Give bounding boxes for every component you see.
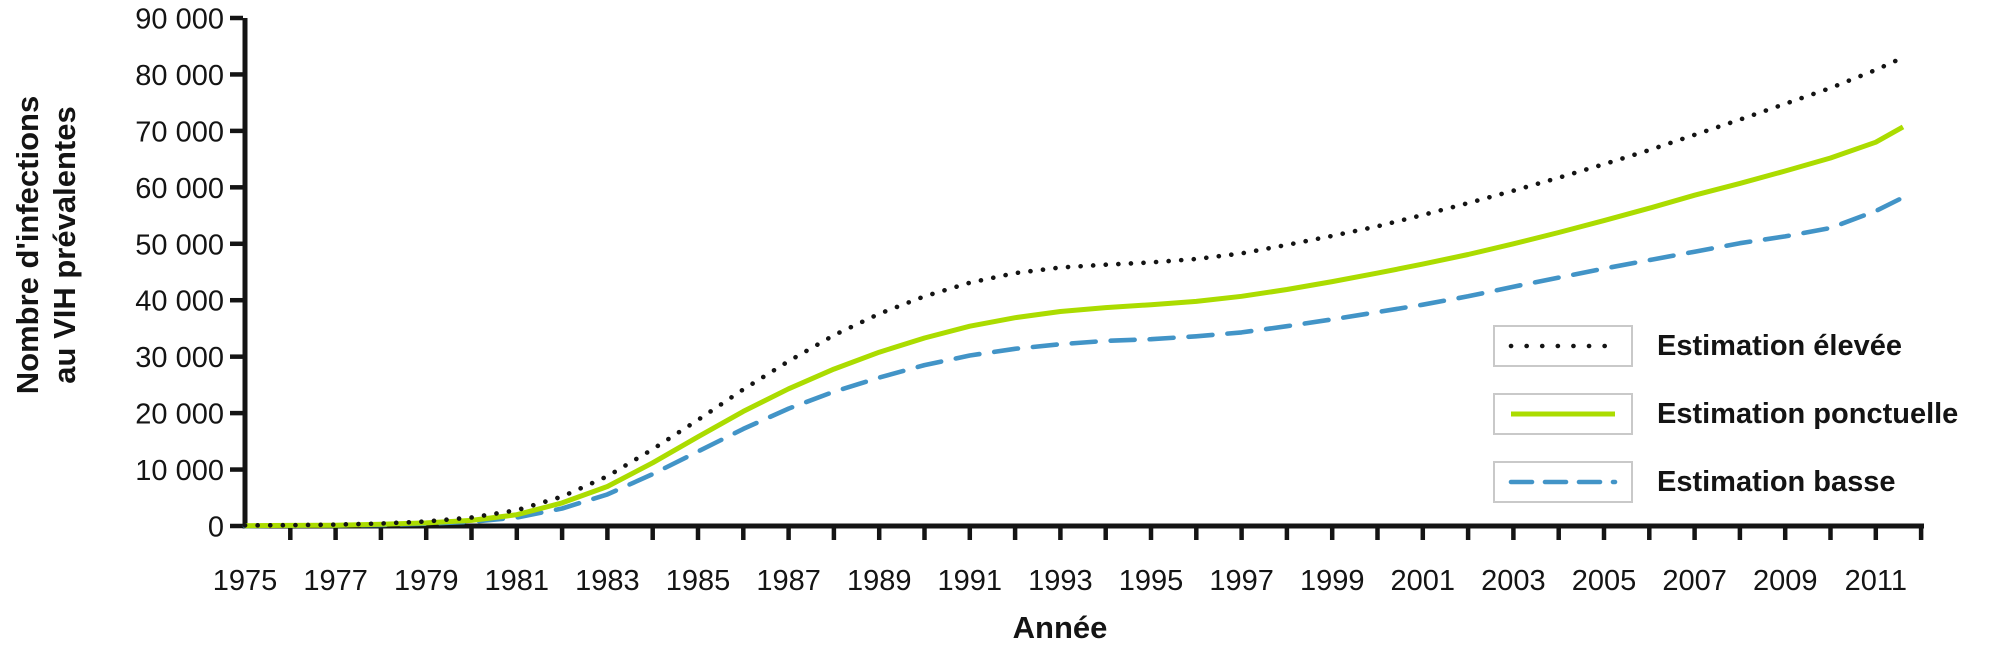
legend-swatch-box <box>1493 325 1633 367</box>
y-tick-label: 30 000 <box>135 342 224 374</box>
y-tick-label: 20 000 <box>135 399 224 431</box>
x-tick-label: 1993 <box>1028 565 1093 597</box>
x-tick-label: 2003 <box>1481 565 1546 597</box>
x-axis-title: Année <box>1012 610 1108 645</box>
y-axis-title: Nombre d'infections au VIH prévalentes <box>9 15 85 475</box>
x-tick-label: 1999 <box>1300 565 1365 597</box>
series-line-ponctuelle <box>244 124 1905 529</box>
y-tick-label: 40 000 <box>135 286 224 318</box>
x-tick-label: 1979 <box>394 565 459 597</box>
y-tick-label: 70 000 <box>135 116 224 148</box>
x-tick-label: 1981 <box>485 565 550 597</box>
y-tick-label: 10 000 <box>135 455 224 487</box>
series-line-elevee <box>242 55 1906 528</box>
x-tick-label: 1983 <box>575 565 640 597</box>
legend-item-ponctuelle: Estimation ponctuelle <box>1493 393 1958 435</box>
solid-line-sample-icon <box>1511 411 1615 417</box>
x-tick-label: 2009 <box>1753 565 1818 597</box>
x-tick-label: 1977 <box>303 565 368 597</box>
legend-item-elevee: Estimation élevée <box>1493 325 1902 367</box>
legend-item-basse: Estimation basse <box>1493 461 1896 503</box>
axes-line <box>242 18 1924 529</box>
legend-label: Estimation basse <box>1657 465 1896 498</box>
x-tick-label: 1995 <box>1119 565 1184 597</box>
x-tick-label: 1987 <box>756 565 821 597</box>
y-axis-title-line1: Nombre d'infections <box>10 95 45 395</box>
x-tick-label: 1985 <box>666 565 731 597</box>
x-tick-label: 1975 <box>213 565 278 597</box>
y-tick-label: 90 000 <box>135 4 224 36</box>
y-tick-label: 50 000 <box>135 229 224 261</box>
legend-label: Estimation élevée <box>1657 329 1902 362</box>
y-tick-label: 80 000 <box>135 60 224 92</box>
legend-swatch-box <box>1493 393 1633 435</box>
dashed-line-sample-icon <box>1508 479 1618 485</box>
y-tick-label: 60 000 <box>135 173 224 205</box>
legend-label: Estimation ponctuelle <box>1657 397 1959 430</box>
x-tick-label: 2005 <box>1572 565 1637 597</box>
x-tick-label: 2011 <box>1845 565 1907 597</box>
dotted-line-sample-icon <box>1508 343 1618 349</box>
y-tick-label: 0 <box>208 512 224 544</box>
y-axis-title-line2: au VIH prévalentes <box>47 106 82 384</box>
x-tick-label: 1989 <box>847 565 912 597</box>
x-tick-label: 2001 <box>1391 565 1456 597</box>
x-tick-label: 1997 <box>1209 565 1274 597</box>
x-tick-label: 2007 <box>1662 565 1727 597</box>
legend-swatch-box <box>1493 461 1633 503</box>
series-line-basse <box>242 195 1906 529</box>
x-tick-label: 1991 <box>938 565 1003 597</box>
